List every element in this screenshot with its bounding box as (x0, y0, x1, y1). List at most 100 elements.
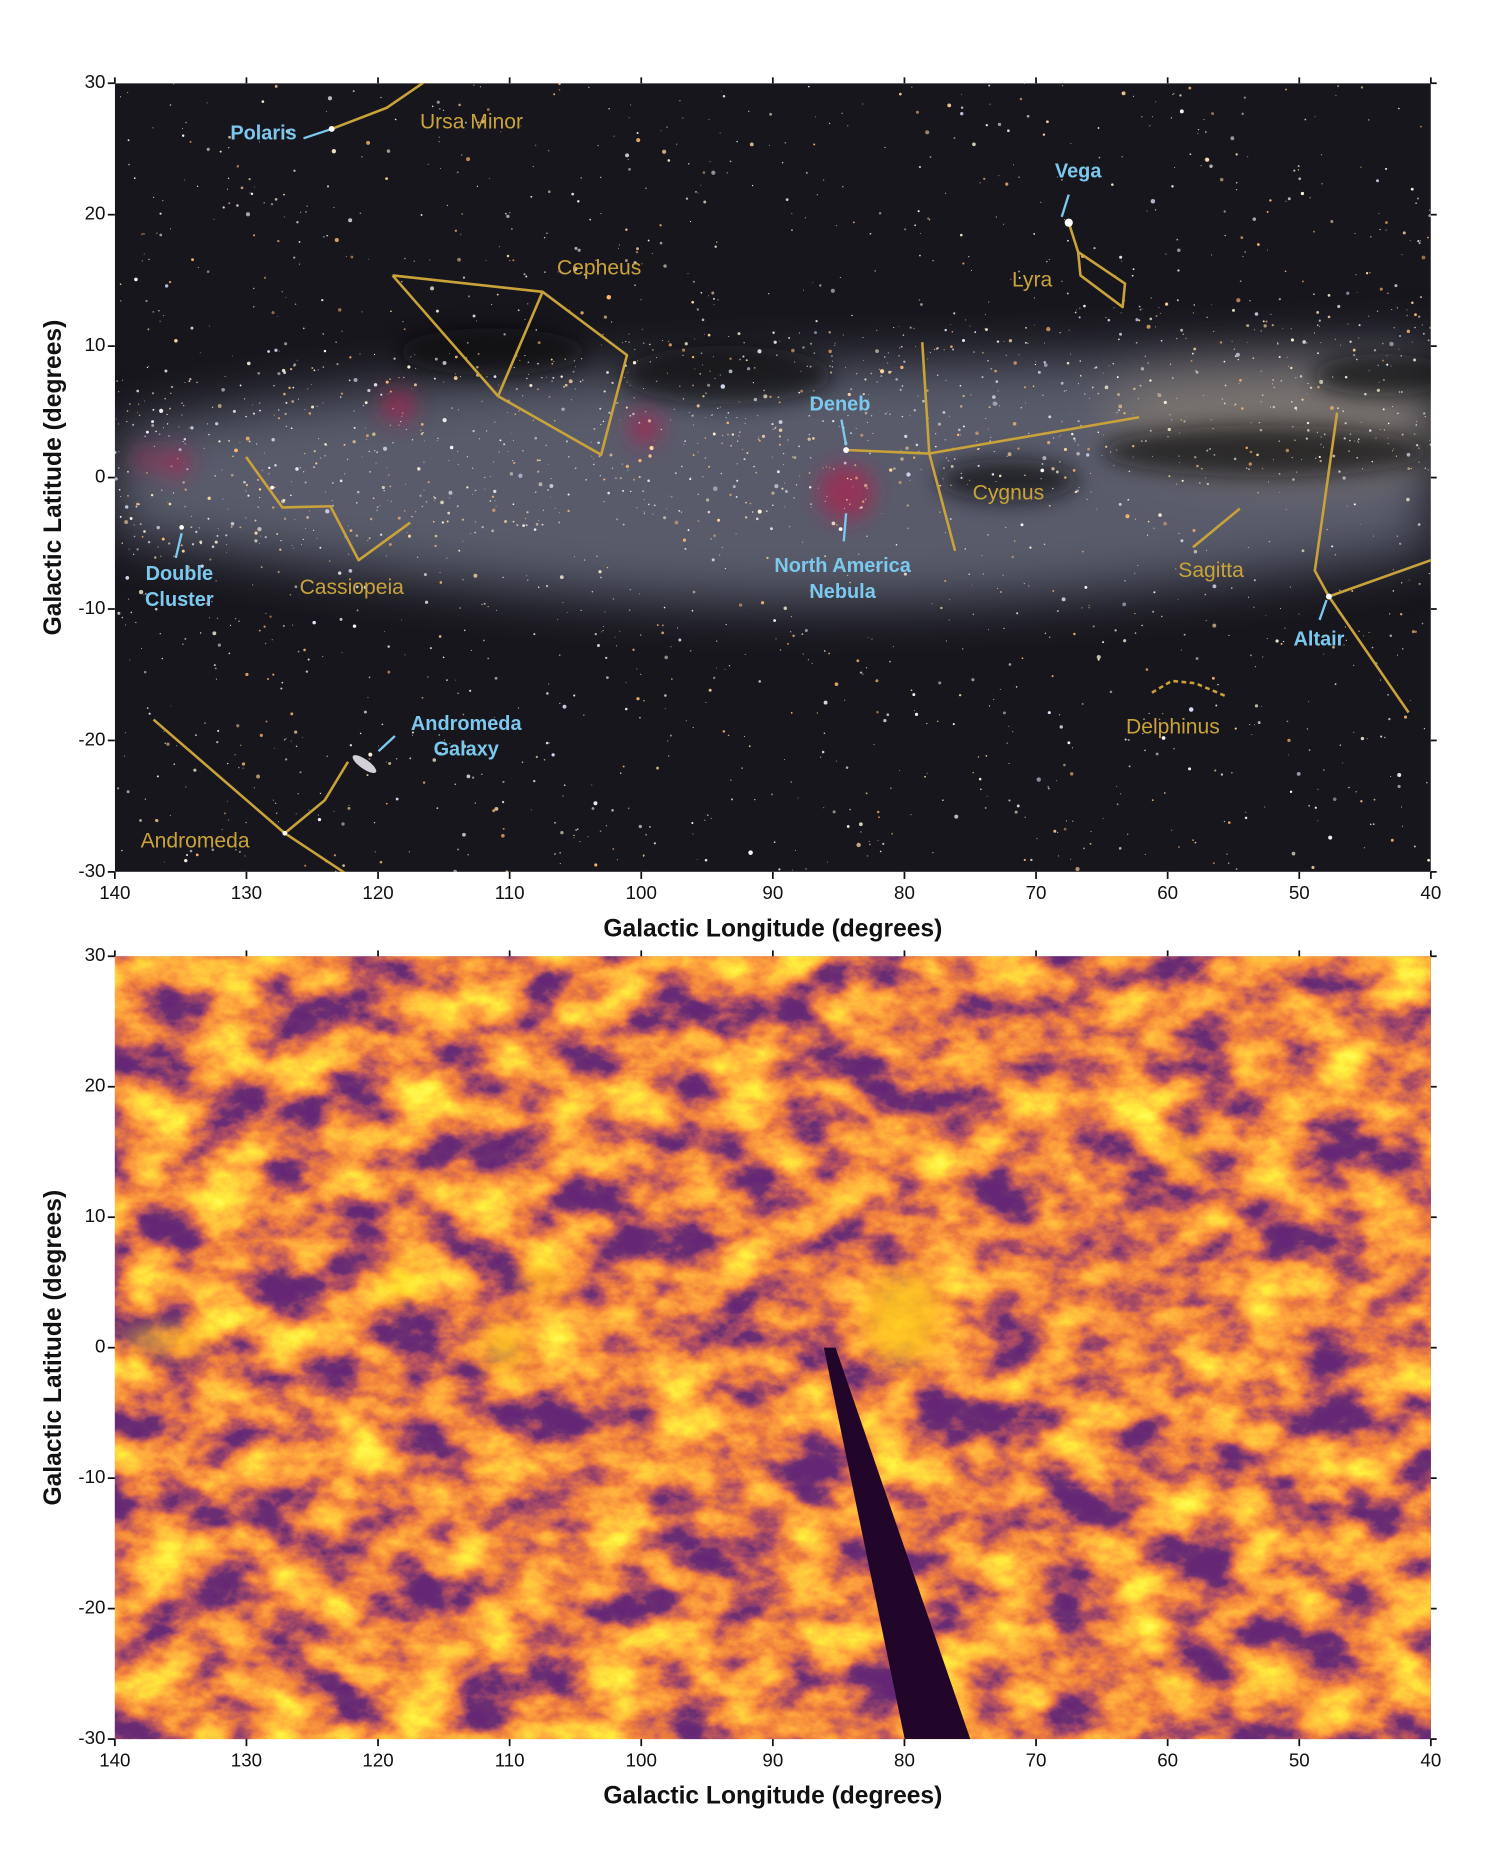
star (552, 376, 555, 379)
star (507, 451, 509, 453)
star (1389, 341, 1394, 347)
star (977, 464, 980, 467)
star (444, 739, 446, 741)
star (824, 500, 827, 502)
star (846, 574, 849, 577)
star (217, 729, 220, 732)
star (1390, 365, 1392, 367)
star (343, 443, 346, 446)
star (1097, 392, 1100, 395)
star (998, 405, 1001, 407)
star (643, 700, 645, 702)
star (812, 437, 815, 440)
star (242, 767, 244, 769)
star (1058, 436, 1060, 438)
star (164, 742, 166, 744)
star (989, 440, 991, 442)
star (562, 795, 564, 797)
star (1185, 337, 1187, 340)
star (993, 450, 995, 453)
star (167, 502, 169, 504)
star (645, 187, 647, 189)
star (367, 540, 369, 542)
star (1224, 384, 1227, 387)
star (705, 417, 707, 419)
star (744, 516, 748, 519)
star (303, 471, 305, 473)
pointer (1060, 194, 1070, 218)
star (898, 770, 900, 771)
star (854, 464, 857, 467)
star (625, 406, 628, 409)
star (1240, 236, 1244, 240)
star (144, 592, 147, 595)
star (959, 405, 963, 408)
star (743, 458, 746, 461)
star (1086, 498, 1088, 500)
star (722, 435, 724, 437)
star (506, 254, 510, 258)
star (170, 385, 174, 389)
star (1347, 323, 1349, 325)
star (899, 388, 902, 391)
star (438, 107, 441, 110)
star (1378, 213, 1380, 215)
star (525, 575, 527, 577)
star (1108, 365, 1110, 367)
star (1376, 179, 1379, 183)
star (813, 352, 816, 354)
star (332, 482, 334, 484)
star (809, 456, 812, 459)
star (610, 321, 613, 323)
star (375, 462, 377, 464)
star (738, 603, 743, 607)
star (260, 535, 262, 537)
star (1140, 367, 1145, 371)
star (535, 329, 538, 331)
star (374, 450, 376, 452)
annotation-line: Galaxy (434, 739, 499, 761)
star (1416, 197, 1419, 200)
star (1053, 437, 1055, 439)
star (1056, 831, 1059, 834)
star (322, 333, 325, 335)
star (512, 460, 514, 462)
star (1258, 421, 1261, 424)
star (313, 466, 315, 469)
star (1411, 341, 1413, 343)
star (272, 799, 274, 801)
star (1238, 383, 1240, 385)
heat-map (114, 956, 1431, 1740)
star (1041, 463, 1044, 465)
star (127, 598, 130, 600)
star (1211, 676, 1215, 680)
star (761, 434, 766, 438)
star (800, 389, 804, 393)
star (580, 177, 582, 179)
star (859, 399, 861, 401)
star (804, 629, 808, 632)
star (790, 781, 793, 783)
star (1320, 154, 1323, 156)
star (1212, 584, 1217, 589)
star (728, 665, 731, 667)
star (222, 206, 225, 209)
star (509, 259, 511, 262)
star (777, 396, 780, 399)
star (798, 391, 801, 394)
y-tick-label: 30 (85, 944, 106, 965)
star (1418, 582, 1421, 586)
star (951, 330, 954, 333)
star (478, 121, 480, 123)
star (1214, 769, 1217, 772)
star (1282, 640, 1285, 643)
star (243, 480, 246, 484)
star (1246, 341, 1248, 343)
star (423, 572, 427, 577)
star (1260, 330, 1262, 332)
star (1073, 437, 1076, 440)
star (1096, 655, 1101, 660)
star (1077, 383, 1080, 385)
star (216, 617, 219, 620)
star (271, 437, 275, 442)
